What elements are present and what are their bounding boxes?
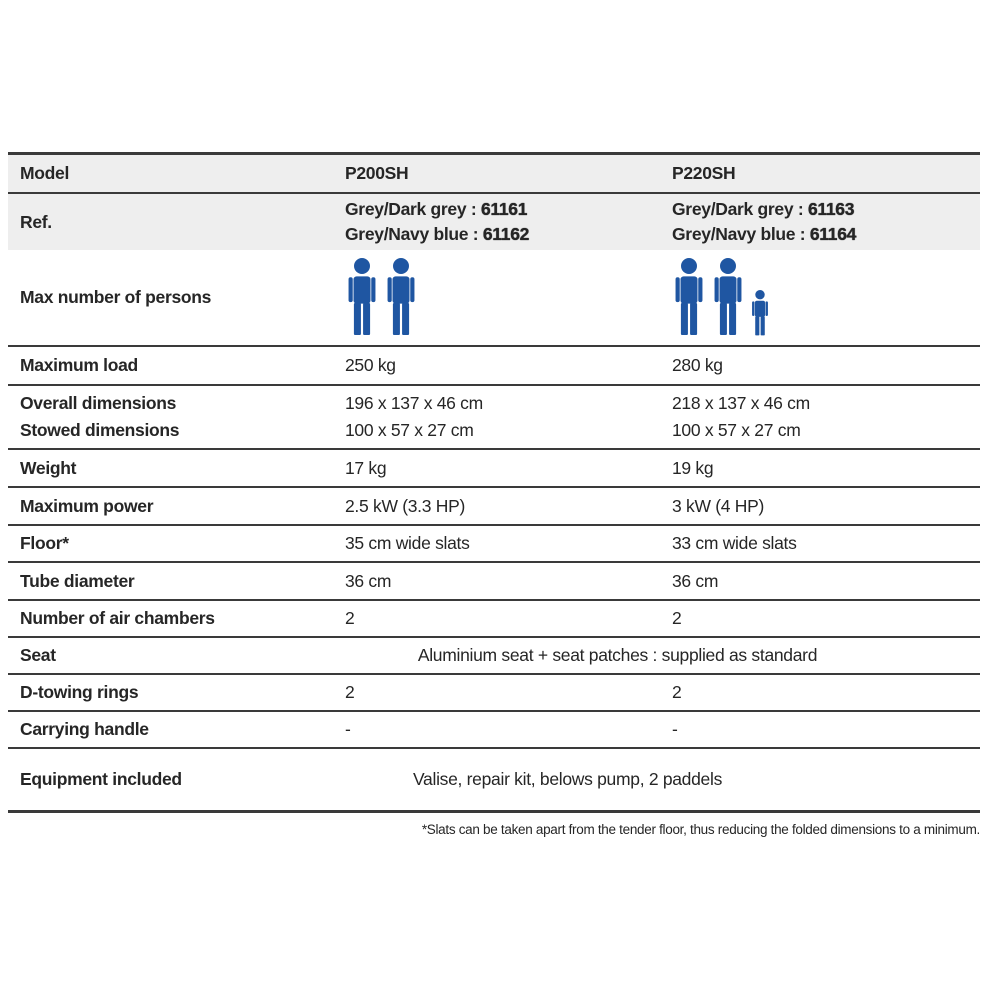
ref-row-label: Ref. [20,211,52,232]
row-label: Maximum power [20,495,154,516]
row-dimensions: Overall dimensions Stowed dimensions 196… [8,384,980,448]
persons-icons-p220sh [672,250,980,345]
d-towing-rings-p220sh: 2 [672,682,682,702]
row-seat: Seat Aluminium seat + seat patches : sup… [8,636,980,673]
persons-row-label: Max number of persons [20,287,212,307]
ref-line: Grey/Navy blue : 61164 [672,222,980,247]
row-label: Floor* [20,533,69,553]
row-max-persons: Max number of persons [8,250,980,345]
ref-p220sh: Grey/Dark grey : 61163 Grey/Navy blue : … [672,197,980,247]
tube-diameter-p200sh: 36 cm [345,570,392,591]
row-label: Equipment included [20,769,182,789]
overall-dimensions-value: 218 x 137 x 46 cm [672,393,810,413]
stowed-dimensions-label: Stowed dimensions [20,420,180,440]
person-child-icon [752,290,768,336]
row-carrying-handle: Carrying handle - - [8,710,980,747]
person-adult-icon [348,258,376,336]
person-adult-icon [675,258,703,336]
ref-line: Grey/Dark grey : 61161 [345,197,672,222]
overall-dimensions-label: Overall dimensions [20,393,177,413]
air-chambers-p220sh: 2 [672,608,682,628]
row-label: Carrying handle [20,719,149,739]
ref-color-label: Grey/Navy blue : [345,224,483,244]
maximum-power-p220sh: 3 kW (4 HP) [672,495,764,516]
dimensions-p200sh: 196 x 137 x 46 cm 100 x 57 x 27 cm [345,390,672,444]
person-adult-icon [714,258,742,336]
d-towing-rings-p200sh: 2 [345,682,355,702]
model-row-label: Model [20,163,70,183]
row-maximum-load: Maximum load 250 kg 280 kg [8,345,980,384]
model-name-p200sh: P200SH [345,163,409,183]
carrying-handle-p220sh: - [672,719,678,739]
row-floor: Floor* 35 cm wide slats 33 cm wide slats [8,524,980,561]
maximum-load-p220sh: 280 kg [672,355,723,375]
row-label: Seat [20,645,56,665]
ref-code: 61161 [480,199,528,219]
maximum-load-p200sh: 250 kg [345,355,396,375]
row-tube-diameter: Tube diameter 36 cm 36 cm [8,561,980,599]
dimensions-p220sh: 218 x 137 x 46 cm 100 x 57 x 27 cm [672,390,980,444]
seat-value: Aluminium seat + seat patches : supplied… [417,645,818,665]
row-model: Model P200SH P220SH [8,152,980,192]
floor-p220sh: 33 cm wide slats [672,533,797,553]
ref-line: Grey/Navy blue : 61162 [345,222,672,247]
ref-code: 61163 [807,199,855,219]
carrying-handle-p200sh: - [345,719,351,739]
row-label: Maximum load [20,355,138,375]
ref-line: Grey/Dark grey : 61163 [672,197,980,222]
persons-icons-p200sh [345,250,672,345]
row-label: Number of air chambers [20,608,215,628]
overall-dimensions-value: 196 x 137 x 46 cm [345,393,483,413]
stowed-dimensions-value: 100 x 57 x 27 cm [672,420,801,440]
air-chambers-p200sh: 2 [345,608,355,628]
row-ref: Ref. Grey/Dark grey : 61161 Grey/Navy bl… [8,192,980,250]
row-weight: Weight 17 kg 19 kg [8,448,980,486]
ref-p200sh: Grey/Dark grey : 61161 Grey/Navy blue : … [345,197,672,247]
row-air-chambers: Number of air chambers 2 2 [8,599,980,636]
row-maximum-power: Maximum power 2.5 kW (3.3 HP) 3 kW (4 HP… [8,486,980,524]
row-equipment-included: Equipment included Valise, repair kit, b… [8,747,980,810]
ref-color-label: Grey/Dark grey : [672,199,808,219]
tube-diameter-p220sh: 36 cm [672,570,719,591]
slats-footnote: *Slats can be taken apart from the tende… [421,822,980,837]
model-name-p220sh: P220SH [672,163,736,183]
equipment-value: Valise, repair kit, belows pump, 2 padde… [412,769,723,789]
row-label: Weight [20,457,77,478]
weight-p200sh: 17 kg [345,457,387,478]
ref-code: 61164 [809,224,857,244]
stowed-dimensions-value: 100 x 57 x 27 cm [345,420,474,440]
row-label: Overall dimensions Stowed dimensions [8,390,345,444]
floor-p200sh: 35 cm wide slats [345,533,470,553]
ref-code: 61162 [482,224,530,244]
row-d-towing-rings: D-towing rings 2 2 [8,673,980,710]
maximum-power-p200sh: 2.5 kW (3.3 HP) [345,495,465,516]
ref-color-label: Grey/Navy blue : [672,224,810,244]
ref-color-label: Grey/Dark grey : [345,199,481,219]
row-label: Tube diameter [20,570,135,591]
row-label: D-towing rings [20,682,139,702]
spec-table: Model P200SH P220SH Ref. Grey/Dark grey … [8,152,980,813]
weight-p220sh: 19 kg [672,457,714,478]
person-adult-icon [387,258,415,336]
